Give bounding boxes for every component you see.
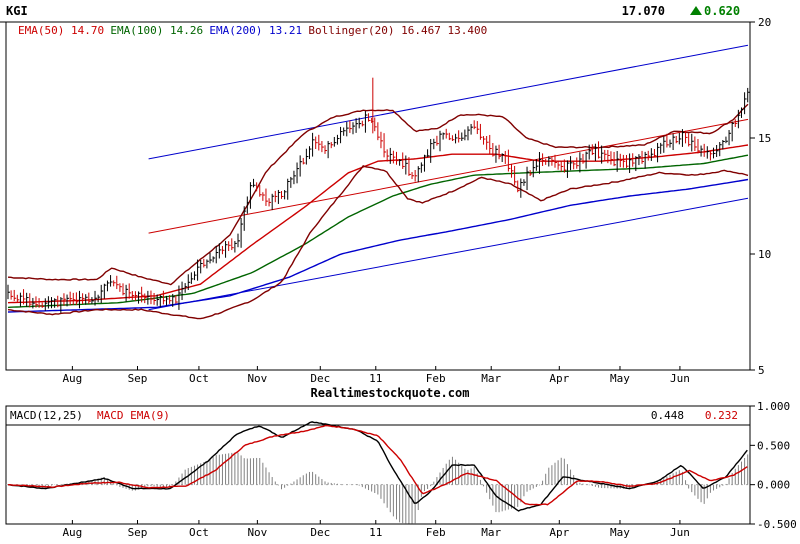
price-month-nov: Nov xyxy=(247,372,267,385)
price-panel: 5 10 15 20 Aug Sep Oct Nov Dec 11 Feb Mar Apr May Jun… xyxy=(5,16,771,385)
trend-channel-3 xyxy=(148,118,749,234)
price-month-mar: Mar xyxy=(481,372,501,385)
macd-axis-label: 0.500 xyxy=(757,439,790,452)
macd-month-mar: Mar xyxy=(481,526,501,539)
series-ema50 xyxy=(7,144,749,304)
macd-legend: MACD(12,25) MACD EMA(9) 0.448 0.232 xyxy=(10,409,738,422)
price-axis-label: 10 xyxy=(758,248,771,261)
price-panel-frame xyxy=(5,21,751,371)
price-month-sep: Sep xyxy=(128,372,148,385)
macd-panel: 1.000 0.500 0.000 -0.500 Aug Sep Oct Nov Dec 11 F… xyxy=(5,400,797,539)
macd-legend-label: MACD(12,25) xyxy=(10,409,83,422)
price-month-apr: Apr xyxy=(549,372,569,385)
price-series xyxy=(7,103,749,320)
price-month-dec: Dec xyxy=(310,372,330,385)
price-bars xyxy=(7,77,750,313)
price-month-jun: Jun xyxy=(670,372,690,385)
last-price: 17.070 xyxy=(622,4,665,18)
macd-ema-value: 0.232 xyxy=(705,409,738,422)
price-axis: 5 10 15 20 xyxy=(750,16,771,377)
ticker-symbol: KGI xyxy=(6,4,28,18)
price-change: 0.620 xyxy=(704,4,740,18)
macd-month-jun: Jun xyxy=(670,526,690,539)
trend-channels xyxy=(148,44,749,311)
series-macd_ema xyxy=(8,424,748,506)
series-ema100 xyxy=(7,154,749,309)
price-month-11: 11 xyxy=(369,372,382,385)
macd-axis-label: 1.000 xyxy=(757,400,790,413)
macd-month-labels: Aug Sep Oct Nov Dec 11 Feb Mar Apr May Jun xyxy=(62,520,690,539)
legend-ema-50: EMA(50) 14.70 xyxy=(18,24,104,37)
legend-ema-200: EMA(200) 13.21 xyxy=(209,24,302,37)
price-month-feb: Feb xyxy=(426,372,446,385)
macd-series xyxy=(7,421,748,512)
macd-month-may: May xyxy=(610,526,630,539)
macd-ema-legend-label: MACD EMA(9) xyxy=(97,409,170,422)
macd-month-feb: Feb xyxy=(426,526,446,539)
macd-value: 0.448 xyxy=(651,409,684,422)
price-month-labels: Aug Sep Oct Nov Dec 11 Feb Mar Apr May Jun xyxy=(62,366,690,385)
legend-bollinger-20: Bollinger(20) 16.467 13.400 xyxy=(308,24,487,37)
macd-month-aug: Aug xyxy=(62,526,82,539)
series-boll_lower xyxy=(7,164,749,320)
legend-ema-100: EMA(100) 14.26 xyxy=(110,24,203,37)
macd-panel-frame xyxy=(5,405,751,525)
macd-month-sep: Sep xyxy=(128,526,148,539)
price-month-may: May xyxy=(610,372,630,385)
macd-axis-label: 0.000 xyxy=(757,479,790,492)
macd-month-apr: Apr xyxy=(549,526,569,539)
price-month-aug: Aug xyxy=(62,372,82,385)
price-axis-label: 5 xyxy=(758,364,765,377)
up-arrow-icon xyxy=(690,6,702,15)
trend-channel-2 xyxy=(148,197,749,311)
watermark: Realtimestockquote.com xyxy=(311,386,470,400)
macd-month-dec: Dec xyxy=(310,526,330,539)
price-axis-label: 15 xyxy=(758,132,771,145)
macd-month-nov: Nov xyxy=(247,526,267,539)
trend-channel-1 xyxy=(148,44,749,160)
series-boll_upper xyxy=(7,103,749,286)
header-bar: KGI 17.070 0.620 xyxy=(0,0,800,23)
price-month-oct: Oct xyxy=(189,372,209,385)
series-macd xyxy=(7,421,748,512)
macd-month-11: 11 xyxy=(369,526,382,539)
macd-month-oct: Oct xyxy=(189,526,209,539)
series-ema200 xyxy=(7,178,749,313)
macd-axis-label: -0.500 xyxy=(757,518,797,531)
price-legend: EMA(50) 14.70 EMA(100) 14.26 EMA(200) 13.2… xyxy=(18,24,487,37)
price-axis-label: 20 xyxy=(758,16,771,29)
